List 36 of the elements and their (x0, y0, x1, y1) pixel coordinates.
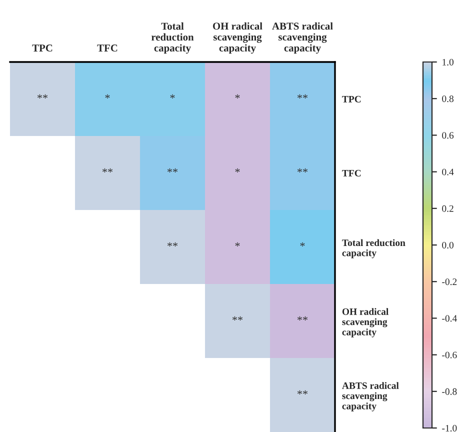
data-label: ** (297, 390, 308, 394)
data-label: ** (297, 316, 308, 320)
color-bar-label: 0.2 (442, 205, 454, 212)
data-label: ** (167, 168, 178, 172)
data-label: ** (37, 94, 48, 98)
color-bar-label: -0.4 (442, 315, 457, 322)
color-bar-label: 0.4 (442, 168, 454, 176)
data-label: ** (297, 94, 308, 98)
x-tick-label: TPC (32, 44, 52, 52)
data-label: ** (102, 168, 113, 172)
color-bar-label: 1.0 (442, 58, 454, 66)
color-bar-label: -0.8 (442, 388, 457, 395)
color-bar-label: -0.6 (442, 352, 457, 358)
y-tick-label: TFC (342, 170, 361, 176)
y-tick-label: TPC (342, 96, 361, 102)
color-bar-label: -0.2 (442, 278, 457, 286)
color-bar-label: 0.0 (442, 242, 454, 249)
data-label: ** (167, 242, 178, 246)
x-tick-label: Total reduction capacity (151, 22, 194, 54)
data-label: * (105, 94, 110, 98)
y-tick-label: OH radical scavenging capacity (342, 308, 388, 338)
color-bar-label: -1.0 (442, 424, 457, 432)
data-label: ** (232, 316, 243, 320)
y-tick-label: ABTS radical scavenging capacity (342, 382, 399, 412)
data-label: * (235, 168, 240, 172)
x-tick-label: ABTS radical scavenging capacity (272, 22, 333, 54)
color-bar-label: 0.6 (442, 132, 454, 139)
data-label: ** (297, 168, 308, 172)
data-label: * (235, 94, 240, 98)
y-tick-label: Total reduction capacity (342, 239, 406, 258)
data-label: * (300, 242, 305, 246)
x-tick-label: OH radical scavenging capacity (212, 22, 262, 54)
data-label: * (170, 94, 175, 98)
color-bar-label: 0.8 (442, 96, 454, 102)
data-label: * (235, 242, 240, 246)
x-tick-label: TFC (97, 44, 118, 52)
